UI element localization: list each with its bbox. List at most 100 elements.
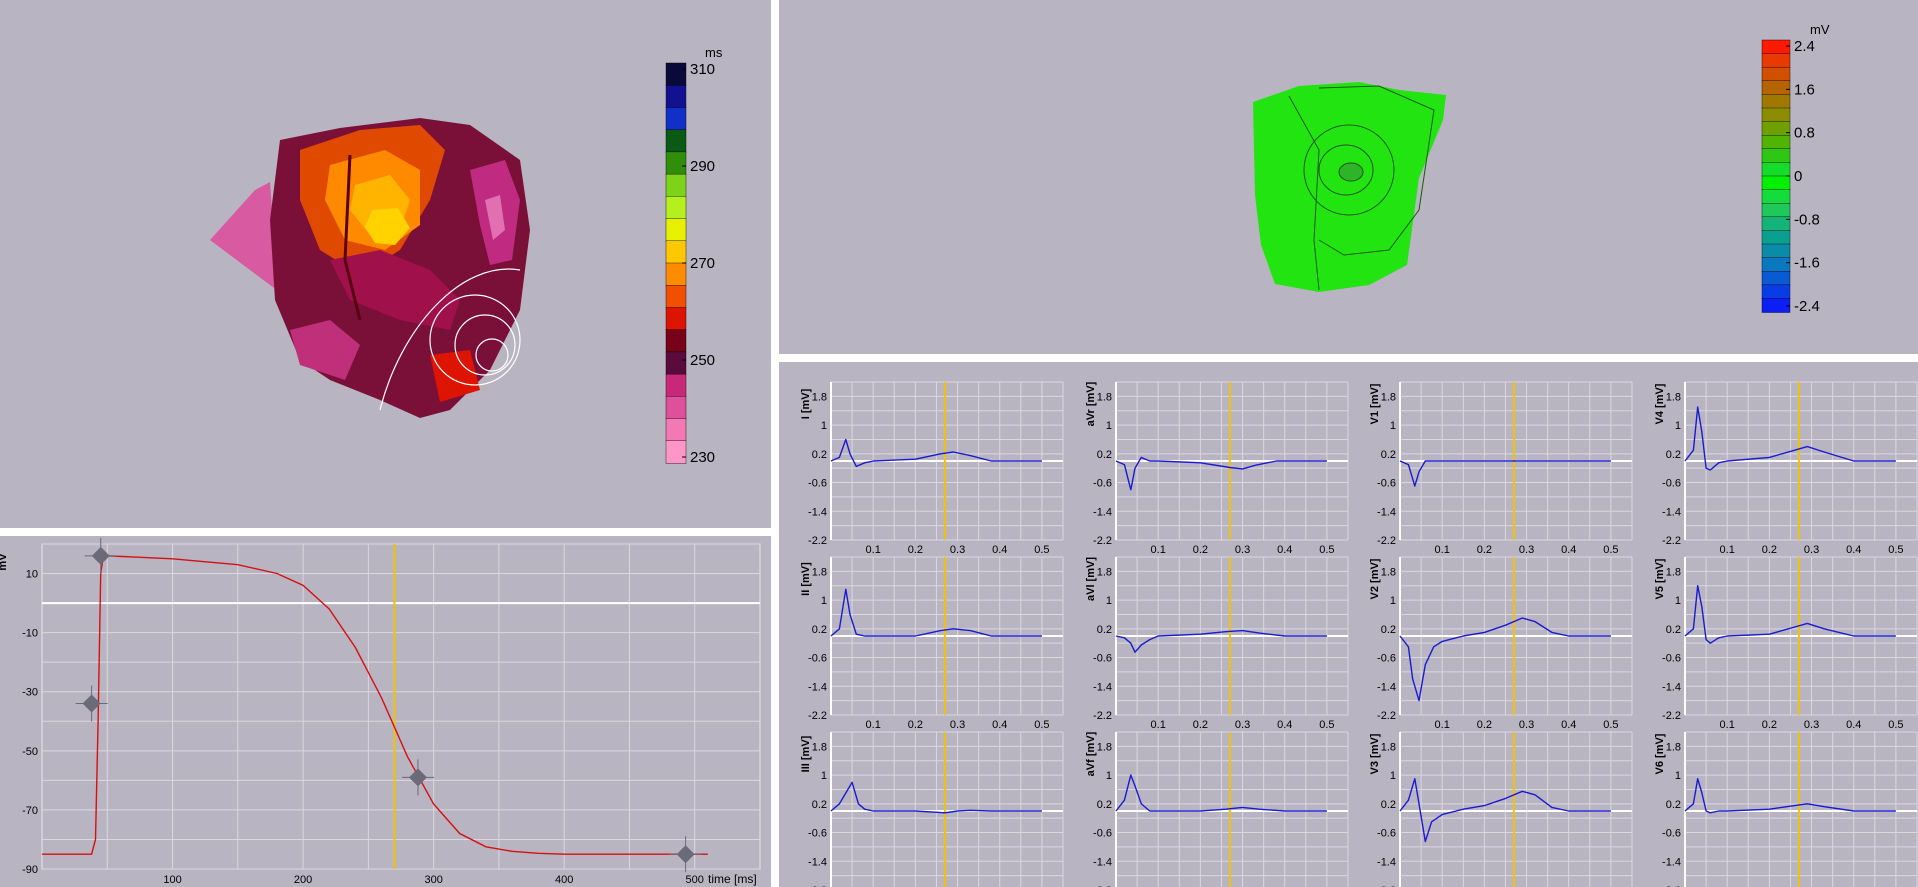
ap-frame [41,543,761,870]
potential-colorbar: mV2.4 1.6 0.8 0 -0.8 -1.6 -2.4 [1761,22,1830,315]
ecg-y-tick-label: 0.2 [1666,799,1681,811]
ap-y-tick-label: -70 [22,805,38,817]
vertical-splitter[interactable] [771,0,779,887]
ecg-x-tick-label: 0.5 [1319,719,1334,731]
colorbar-swatch [665,151,687,175]
ecg-x-tick-label: 0.5 [1034,719,1049,731]
ecg-lead-plot[interactable]: 0.1 0.2 0.3 0.4 0.5 1.8 1 0.2 -0.6 -1.4 -2.2 V2 [mV… [1369,556,1633,731]
ecg-trace [1399,778,1611,843]
ecg-lead-label: II [mV] [800,562,812,596]
heart-ventricle-model[interactable] [210,118,530,418]
ecg-lead-plot[interactable]: 0.1 0.2 0.3 0.4 0.5 1.8 1 0.2 -0.6 -1.4 -2.2 aVl [m… [1085,556,1349,731]
ecg-lead-plot[interactable]: 0.1 0.2 0.3 0.4 0.5 1.8 1 0.2 -0.6 -1.4 -2.2 II [mV… [800,556,1064,731]
ecg-y-tick-label: 1.8 [1097,741,1112,753]
ecg-lead-plot[interactable]: 0.1 0.2 0.3 0.4 0.5 1.8 1 0.2 -0.6 -1.4 -2.2 I [mV] [800,381,1064,556]
ecg-y-tick-label: -1.4 [808,856,827,868]
colorbar-swatch [1761,257,1791,272]
ecg-plot-bg [1685,732,1917,887]
colorbar-unit: mV [1810,22,1830,37]
ecg-lead-plot[interactable]: 0.1 0.2 0.3 0.4 0.5 1.8 1 0.2 -0.6 -1.4 -2.2 V1 [mV… [1369,381,1633,556]
ecg-plot-bg [1400,732,1632,887]
ecg-y-tick-label: -0.6 [1093,653,1112,665]
ecg-x-tick-label: 0.3 [1804,544,1819,556]
ecg-x-tick-label: 0.4 [1277,544,1292,556]
ecg-x-tick-label: 0.5 [1603,544,1618,556]
ecg-lead-plot[interactable]: 0.10.20.30.40.51.810.2-0.6-1.4-2.2V3 [mV… [1369,731,1633,887]
ecg-y-tick-label: -2.2 [1093,535,1112,547]
ecg-lead-plot[interactable]: 0.10.20.30.40.51.810.2-0.6-1.4-2.2aVf [m… [1085,731,1349,887]
ap-marker-diamond[interactable] [82,694,101,713]
ecg-y-tick-label: -1.4 [1377,506,1396,518]
heart-potential-model[interactable] [1253,82,1446,292]
colorbar-swatch [665,85,687,109]
ecg-y-tick-label: 1 [1390,595,1396,607]
ecg-y-tick-label: -1.4 [1093,856,1112,868]
ecg-y-tick-label: -2.2 [1377,710,1396,722]
ecg-trace [1684,406,1896,471]
ecg-y-tick-label: -2.2 [1093,885,1112,887]
left-horizontal-splitter[interactable] [0,528,771,536]
ecg-x-tick-label: 0.3 [1804,719,1819,731]
colorbar-swatch [665,329,687,353]
colorbar-swatch [665,262,687,286]
ap-y-tick-label: -10 [22,628,38,640]
ecg-y-tick-label: 1 [1675,595,1681,607]
ecg-lead-label: aVl [mV] [1085,557,1097,601]
colorbar-swatch [1761,107,1791,123]
ecg-lead-plot[interactable]: 0.1 0.2 0.3 0.4 0.5 1.8 1 0.2 -0.6 -1.4 -2.2 V4 [mV… [1654,381,1918,556]
colorbar-swatch [1761,243,1791,259]
colorbar-swatch [665,218,687,242]
ecg-x-tick-label: 0.2 [1762,544,1777,556]
ecg-y-tick-label: 1 [1390,420,1396,432]
colorbar-tick-label: -1.6 [1794,255,1820,272]
ecg-y-tick-label: -1.4 [1093,506,1112,518]
ap-xlabel: time [ms] [708,872,757,886]
colorbar-swatch [1761,216,1791,232]
colorbar-tick-label: 310 [690,61,715,78]
potential-map-view[interactable]: mV 2.4 1.6 0.8 0 -0.8 -1.6 -2.4 [779,0,1918,354]
ap-marker-diamond[interactable] [91,546,110,565]
ecg-lead-label: V3 [mV] [1369,733,1381,774]
ap-plot-area: 100 200 300 400 500 10 -10 -30 -50 -70 -90 [22,537,761,886]
ecg-lead-plot[interactable]: 0.1 0.2 0.3 0.4 0.5 1.8 1 0.2 -0.6 -1.4 -2.2 aVr [m… [1085,381,1349,556]
ecg-y-tick-label: 1 [1106,595,1112,607]
ecg-y-tick-label: -1.4 [1093,681,1112,693]
ap-y-tick-label: -30 [22,687,38,699]
action-potential-plot[interactable]: mV time [ms] 100 200 300 400 500 10 -10 -30 -50 -… [0,536,771,887]
colorbar-swatch [1761,162,1791,177]
ecg-y-tick-label: -2.2 [808,885,827,887]
ap-x-tick-label: 300 [424,874,442,886]
ecg-lead-plot[interactable]: 0.10.20.30.40.51.810.2-0.6-1.4-2.2V6 [mV… [1654,731,1918,887]
ecg-x-tick-label: 0.2 [1762,719,1777,731]
ap-ylabel: mV [0,553,9,571]
ecg-y-tick-label: -0.6 [808,653,827,665]
potential-map-svg: mV2.4 1.6 0.8 0 -0.8 -1.6 -2.4 [1253,22,1830,315]
ecg-y-tick-label: -2.2 [1662,885,1681,887]
ecg-y-tick-label: 0.2 [812,449,827,461]
colorbar-tick-label: 290 [690,158,715,175]
colorbar-swatch [1761,94,1791,109]
ecg-y-tick-label: 1 [1390,770,1396,782]
ecg-x-tick-label: 0.5 [1888,719,1903,731]
ecg-y-tick-label: 1 [1675,420,1681,432]
ap-y-tick-label: -90 [22,864,38,876]
ecg-leads-panel[interactable]: 0.1 0.2 0.3 0.4 0.5 1.8 1 0.2 -0.6 -1.4 -2.2 I [mV]… [779,362,1918,887]
ecg-y-tick-label: 0.2 [812,624,827,636]
ecg-y-tick-label: 0.2 [1097,799,1112,811]
ecg-y-tick-label: 1 [1675,770,1681,782]
activation-map-view[interactable]: ms 310 290 270 250 230 [0,0,771,528]
ecg-x-tick-label: 0.1 [1720,544,1735,556]
ap-marker-diamond[interactable] [676,845,695,864]
colorbar-swatch [665,129,687,153]
ecg-trace [830,781,1042,814]
ap-marker-diamond[interactable] [408,768,427,787]
right-horizontal-splitter[interactable] [779,354,1918,362]
ecg-lead-plot[interactable]: 0.1 0.2 0.3 0.4 0.5 1.8 1 0.2 -0.6 -1.4 -2.2 V5 [mV… [1654,556,1918,731]
colorbar-swatch [665,440,687,464]
ecg-lead-label: aVf [mV] [1085,731,1097,776]
colorbar-swatch [665,173,687,198]
ecg-lead-plot[interactable]: 0.10.20.30.40.51.810.2-0.6-1.4-2.2III [m… [800,731,1064,887]
ecg-lead-label: I [mV] [800,388,812,419]
ecg-y-tick-label: 0.2 [1381,624,1396,636]
ap-x-tick-label: 500 [686,874,704,886]
